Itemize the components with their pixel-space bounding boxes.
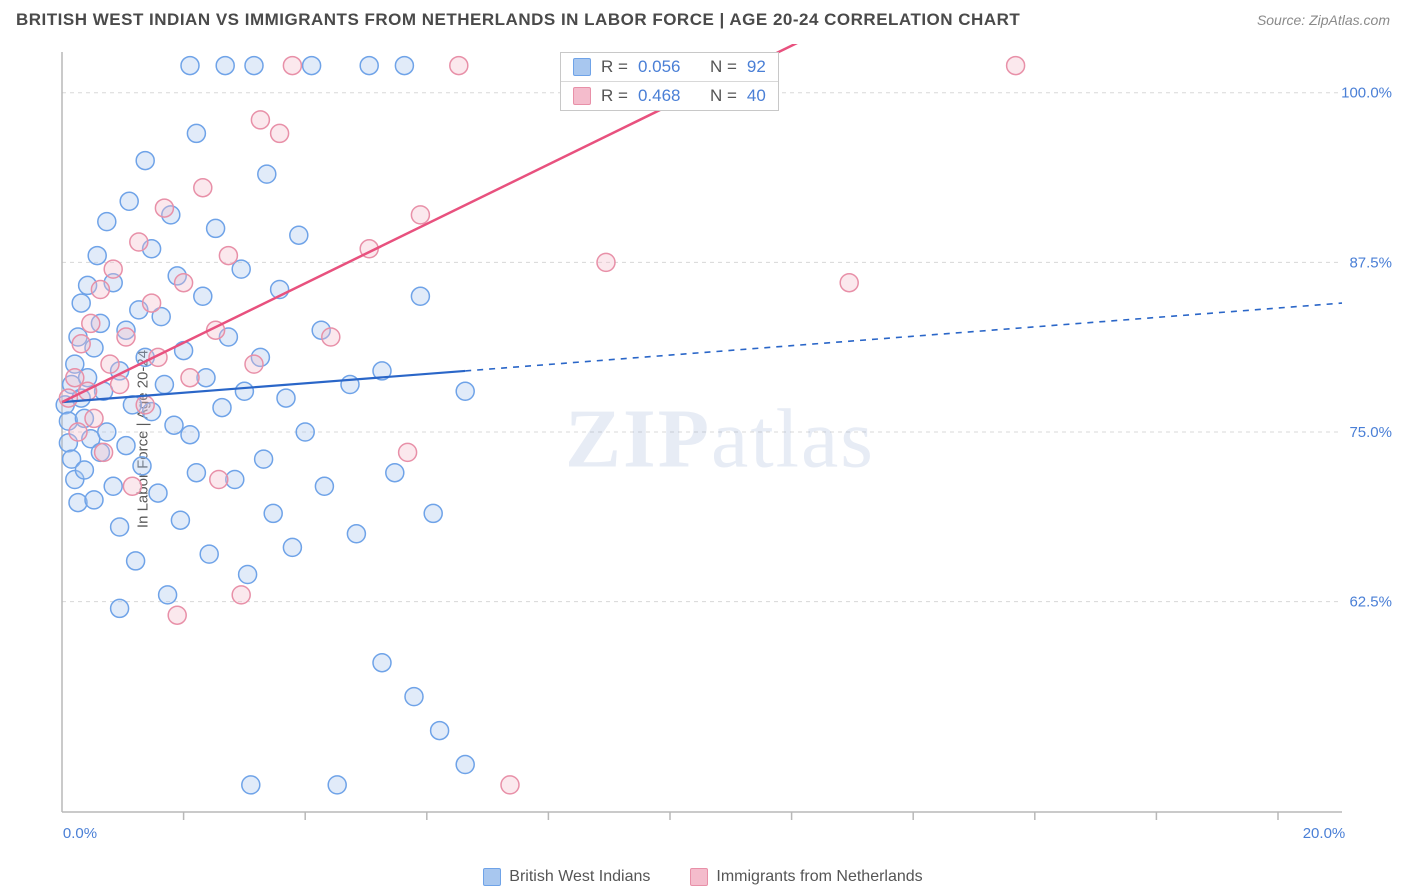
correlation-legend: R =0.056 N =92R =0.468 N =40: [560, 52, 779, 111]
legend-swatch: [573, 58, 591, 76]
svg-text:100.0%: 100.0%: [1341, 85, 1392, 102]
chart-title: BRITISH WEST INDIAN VS IMMIGRANTS FROM N…: [16, 10, 1020, 30]
series-legend-item-neth: Immigrants from Netherlands: [690, 868, 922, 886]
legend-swatch: [690, 868, 708, 886]
legend-swatch: [483, 868, 501, 886]
svg-text:75.0%: 75.0%: [1349, 424, 1392, 441]
series-legend: British West Indians Immigrants from Neth…: [0, 868, 1406, 886]
plot-area: In Labor Force | Age 20-24 62.5%75.0%87.…: [50, 44, 1390, 834]
title-bar: BRITISH WEST INDIAN VS IMMIGRANTS FROM N…: [0, 0, 1406, 36]
scatter-chart: 62.5% 75.0% 87.5% 100.0% 0.0% 20.0%: [50, 44, 1402, 852]
series-legend-item-bwi: British West Indians: [483, 868, 650, 886]
legend-row-neth: R =0.468 N =40: [561, 82, 778, 110]
svg-text:0.0%: 0.0%: [63, 825, 97, 842]
legend-swatch: [573, 87, 591, 105]
svg-text:20.0%: 20.0%: [1303, 825, 1346, 842]
svg-text:87.5%: 87.5%: [1349, 254, 1392, 271]
legend-row-bwi: R =0.056 N =92: [561, 53, 778, 82]
svg-text:62.5%: 62.5%: [1349, 594, 1392, 611]
source-attribution: Source: ZipAtlas.com: [1257, 12, 1390, 28]
